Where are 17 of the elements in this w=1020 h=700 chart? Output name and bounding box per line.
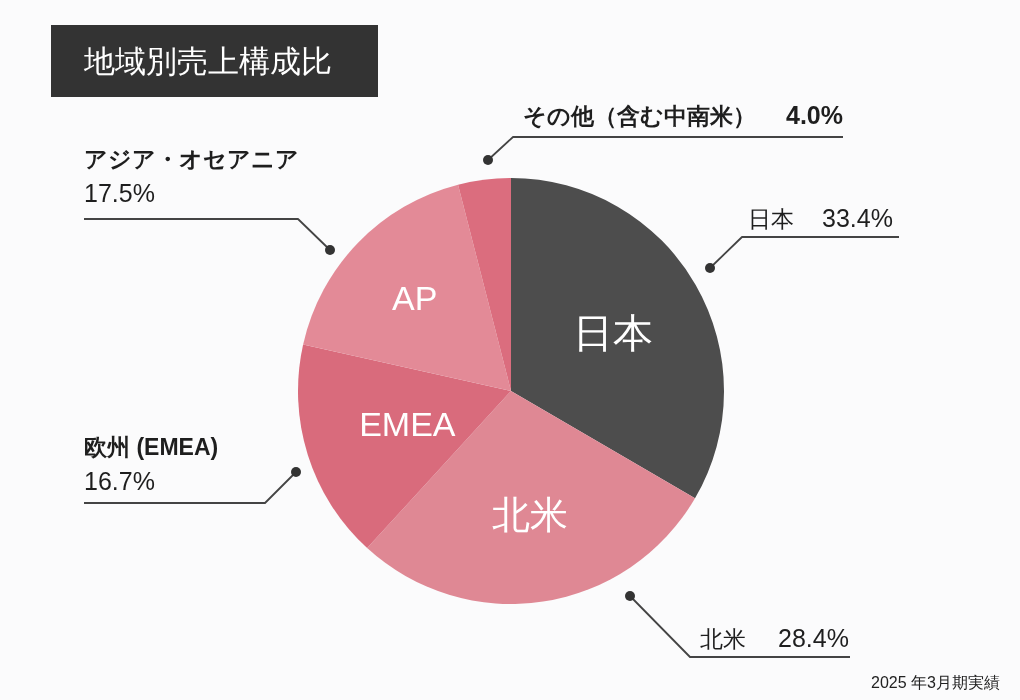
category-label: 日本 bbox=[748, 206, 794, 232]
title: 地域別売上構成比 bbox=[51, 25, 378, 97]
chart-title: 地域別売上構成比 bbox=[83, 44, 332, 79]
category-label: アジア・オセアニア bbox=[84, 146, 299, 172]
note: 2025 年3月期実績 bbox=[871, 674, 1000, 691]
slice-label: 北米 bbox=[491, 494, 568, 537]
value-label: 16.7% bbox=[84, 467, 155, 495]
value-label: 28.4% bbox=[778, 624, 849, 652]
slice-label: AP bbox=[391, 278, 438, 317]
category-label: 欧州 (EMEA) bbox=[84, 434, 219, 460]
value-label: 4.0% bbox=[786, 101, 843, 129]
slice-label: EMEA bbox=[359, 404, 456, 443]
slice-label: 日本 bbox=[572, 310, 653, 355]
value-label: 17.5% bbox=[84, 179, 155, 207]
category-label: その他（含む中南米） bbox=[523, 103, 756, 129]
value-label: 33.4% bbox=[822, 204, 893, 232]
category-label: 北米 bbox=[700, 626, 746, 652]
